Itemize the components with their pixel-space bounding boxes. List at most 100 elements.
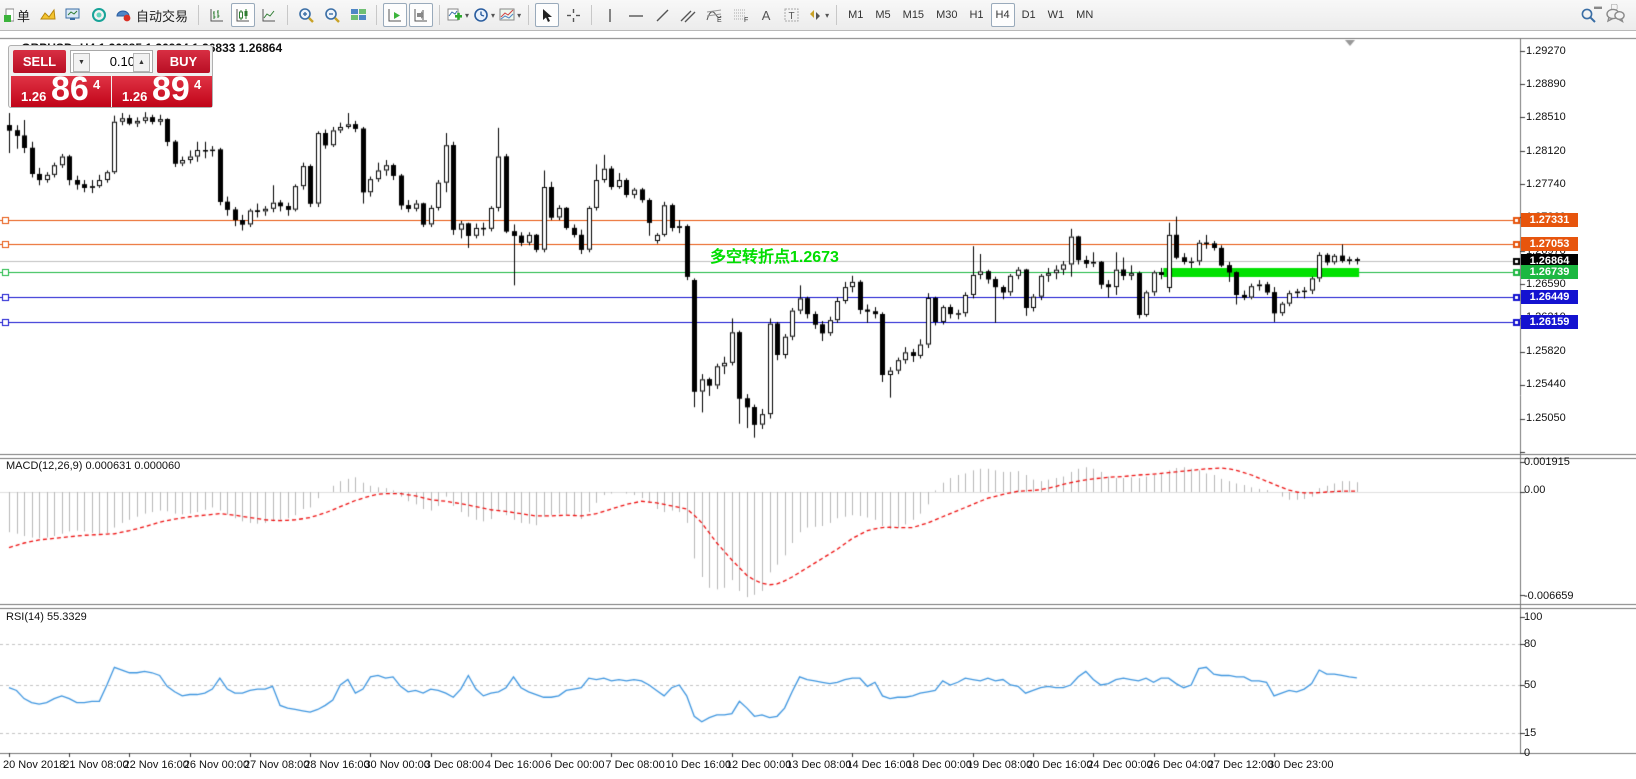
timeframe-H1[interactable]: H1 — [969, 9, 984, 21]
arrows-button[interactable]: ▾ — [806, 3, 830, 27]
buy-price-prefix: 1.26 — [122, 89, 148, 104]
trendline-icon — [656, 9, 669, 21]
period-dropdown[interactable]: ▾ — [491, 10, 496, 20]
time-axis-label: 7 Dec 08:00 — [605, 759, 665, 771]
window-minimize-button[interactable]: ▬ — [1594, 2, 1602, 11]
buy-price-display[interactable]: 1.26 89 4 — [112, 70, 212, 108]
horizontal-line-button[interactable] — [624, 3, 648, 27]
time-axis-label: 27 Dec 12:00 — [1207, 759, 1274, 771]
price-level-tag[interactable]: 1.26449 — [1521, 289, 1578, 304]
arrows-dropdown[interactable]: ▾ — [825, 10, 830, 20]
tile-windows-button[interactable] — [346, 3, 370, 27]
price-level-tag[interactable]: 1.26864 — [1521, 253, 1578, 268]
macd-scale-min-label: -0.006659 — [1524, 590, 1574, 602]
rsi-scale-label: 15 — [1524, 726, 1537, 739]
market-watch-button[interactable] — [62, 3, 86, 27]
timeframe-M1[interactable]: M1 — [848, 9, 864, 21]
vertical-line-button[interactable] — [598, 3, 622, 27]
text-button[interactable]: A — [761, 7, 771, 23]
time-axis-label: 26 Nov 00:00 — [183, 759, 250, 771]
channel-button[interactable] — [676, 3, 700, 27]
tile-windows-icon — [350, 9, 366, 20]
time-axis-label: 4 Dec 16:00 — [484, 759, 545, 771]
chat-button[interactable] — [1603, 3, 1627, 27]
macd-indicator-label: MACD(12,26,9) 0.000631 0.000060 — [6, 460, 181, 472]
zoom-out-icon — [324, 7, 340, 23]
zoom-in-button[interactable] — [294, 3, 318, 27]
pivot-annotation[interactable]: 多空转折点1.2673 — [710, 249, 839, 266]
timeframe-MN[interactable]: MN — [1076, 9, 1094, 21]
auto-scroll-button[interactable] — [383, 3, 408, 27]
add-indicator-button[interactable]: ▾ — [446, 3, 470, 27]
zoom-out-button[interactable] — [320, 3, 344, 27]
buy-price-big: 89 — [152, 70, 190, 108]
period-clock-icon — [474, 8, 488, 22]
price-level-tag[interactable]: 1.27053 — [1521, 237, 1578, 252]
period-button[interactable]: ▾ — [472, 3, 496, 27]
time-axis-label: 18 Dec 00:00 — [906, 759, 973, 771]
price-level-tag[interactable]: 1.27331 — [1521, 213, 1578, 227]
time-axis-label: 30 Nov 00:00 — [364, 759, 430, 771]
add-indicator-icon — [447, 8, 463, 21]
time-axis-label: 10 Dec 16:00 — [665, 759, 732, 771]
template-dropdown[interactable]: ▾ — [517, 10, 522, 20]
time-axis-label: 22 Nov 16:00 — [123, 759, 189, 771]
price-axis-tick-label: 1.25050 — [1526, 412, 1566, 425]
sell-button[interactable]: SELL — [13, 50, 66, 73]
timeframe-M30[interactable]: M30 — [936, 9, 958, 21]
price-axis-tick-label: 1.25440 — [1526, 378, 1566, 391]
volume-increase-button[interactable]: ▲ — [133, 53, 150, 72]
time-axis-label: 20 Dec 16:00 — [1027, 759, 1093, 771]
sell-price-big: 86 — [51, 70, 89, 108]
timeframe-M5[interactable]: M5 — [875, 9, 891, 21]
time-axis-label: 27 Nov 08:00 — [243, 759, 310, 771]
volume-stepper: ▼ 0.10 ▲ — [70, 50, 153, 73]
timeframe-M15[interactable]: M15 — [902, 9, 925, 21]
chart-shift-button[interactable] — [409, 3, 434, 27]
navigator-icon — [92, 8, 107, 22]
volume-decrease-button[interactable]: ▼ — [73, 53, 90, 72]
bar-chart-button[interactable] — [205, 3, 229, 27]
window-restore-button[interactable]: ▢ — [1610, 2, 1618, 11]
timeframe-D1[interactable]: D1 — [1021, 9, 1036, 21]
text-label-icon: T — [784, 8, 799, 22]
time-axis-label: 13 Dec 08:00 — [786, 759, 852, 771]
price-axis-tick-label: 1.26590 — [1526, 277, 1566, 290]
sell-price-display[interactable]: 1.26 86 4 — [11, 70, 111, 108]
auto-scroll-icon — [388, 9, 402, 22]
new-order-button[interactable]: 单 — [3, 3, 34, 27]
buy-button[interactable]: BUY — [157, 50, 210, 73]
price-axis-tick-label: 1.28510 — [1526, 110, 1566, 123]
fibo-grid-button[interactable]: F — [728, 3, 752, 27]
price-axis-tick-label: 1.25820 — [1526, 345, 1566, 357]
navigator-button[interactable] — [88, 3, 112, 27]
trendline-button[interactable] — [650, 3, 674, 27]
volume-value[interactable]: 0.10 — [109, 54, 135, 69]
timeframe-W1[interactable]: W1 — [1047, 9, 1065, 21]
line-chart-button[interactable] — [257, 3, 281, 27]
search-button[interactable] — [1577, 3, 1601, 27]
fibo-grid-icon: F — [733, 9, 748, 23]
add-indicator-dropdown[interactable]: ▾ — [465, 10, 470, 20]
fibonacci-button[interactable]: E — [702, 3, 726, 27]
candlestick-chart-button[interactable] — [231, 3, 256, 27]
crosshair-button[interactable] — [561, 3, 585, 27]
market-watch-icon — [65, 8, 80, 20]
time-axis-label: 28 Nov 16:00 — [304, 759, 370, 771]
cursor-button[interactable] — [535, 3, 560, 27]
text-label-button[interactable]: T — [780, 3, 804, 27]
chart-shift-icon — [414, 9, 428, 22]
timeframe-H4[interactable]: H4 — [990, 3, 1015, 27]
autotrading-button[interactable]: 自动交易 — [114, 3, 192, 27]
fibonacci-icon: E — [706, 9, 722, 23]
arrows-icon — [810, 10, 821, 20]
price-level-tag[interactable]: 1.26159 — [1521, 315, 1578, 329]
buy-price-sup: 4 — [194, 77, 202, 92]
line-chart-icon — [262, 9, 276, 22]
template-button[interactable]: ▾ — [498, 3, 522, 27]
profiles-button[interactable] — [36, 3, 60, 27]
price-level-tag[interactable]: 1.26739 — [1521, 264, 1578, 279]
time-axis-label: 3 Dec 08:00 — [424, 759, 484, 771]
